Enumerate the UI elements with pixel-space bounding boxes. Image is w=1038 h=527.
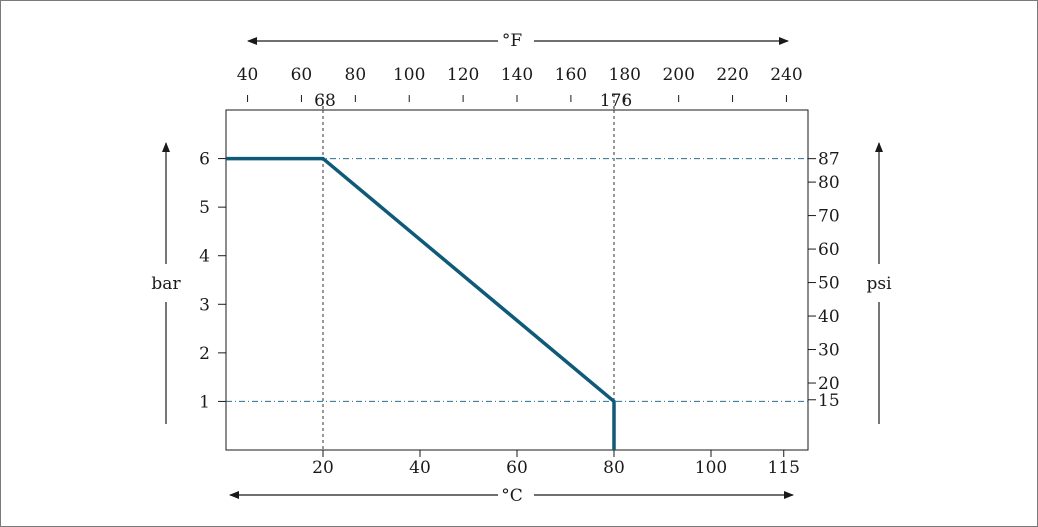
psi-tick-label: 80 (818, 173, 840, 193)
x-tick-label: 40 (409, 458, 431, 478)
fahrenheit-tick-label: 160 (555, 65, 587, 85)
top-fahrenheit-axis: 40 60 80 100 120 140 160 180 200 220 240 68 176 (237, 65, 803, 111)
bottom-axis: 20 40 60 80 100 115 (312, 450, 800, 478)
fahrenheit-tick-label: 60 (291, 65, 313, 85)
fahrenheit-marker-label: 176 (600, 91, 632, 111)
psi-tick-label: 15 (818, 391, 840, 411)
y-tick-label: 3 (199, 295, 210, 315)
series (226, 156, 616, 450)
psi-tick-label: 87 (818, 150, 840, 170)
psi-tick-label: 60 (818, 240, 840, 260)
psi-tick-label: 40 (818, 307, 840, 327)
reference-lines (226, 110, 808, 450)
fahrenheit-marker-label: 68 (314, 91, 336, 111)
x-tick-label: 115 (768, 458, 800, 478)
y-tick-label: 2 (199, 344, 210, 364)
x-tick-label: 80 (603, 458, 625, 478)
fahrenheit-tick-label: 220 (716, 65, 748, 85)
fahrenheit-tick-label: 100 (393, 65, 425, 85)
x-tick-label: 60 (506, 458, 528, 478)
psi-axis-label: psi (866, 274, 892, 294)
y-tick-label: 1 (199, 392, 210, 412)
left-axis: 1 2 3 4 5 6 (199, 150, 226, 412)
pressure-limit-line (226, 156, 616, 450)
y-axis-label: bar (151, 274, 181, 294)
fahrenheit-tick-label: 80 (345, 65, 367, 85)
fahrenheit-tick-label: 180 (609, 65, 641, 85)
x-tick-label: 20 (312, 458, 334, 478)
fahrenheit-tick-label: 240 (770, 65, 802, 85)
psi-tick-label: 50 (818, 274, 840, 294)
fahrenheit-tick-label: 140 (501, 65, 533, 85)
fahrenheit-tick-label: 200 (662, 65, 694, 85)
psi-tick-label: 70 (818, 207, 840, 227)
fahrenheit-axis-label: °F (502, 31, 523, 51)
fahrenheit-tick-label: 120 (447, 65, 479, 85)
x-axis-label: °C (501, 486, 523, 506)
y-tick-label: 6 (199, 150, 210, 170)
fahrenheit-tick-label: 40 (237, 65, 259, 85)
psi-tick-label: 20 (818, 374, 840, 394)
plot-area (225, 109, 809, 451)
y-tick-label: 5 (199, 198, 210, 218)
psi-tick-label: 30 (818, 341, 840, 361)
y-tick-label: 4 (199, 247, 210, 267)
x-tick-label: 100 (695, 458, 727, 478)
